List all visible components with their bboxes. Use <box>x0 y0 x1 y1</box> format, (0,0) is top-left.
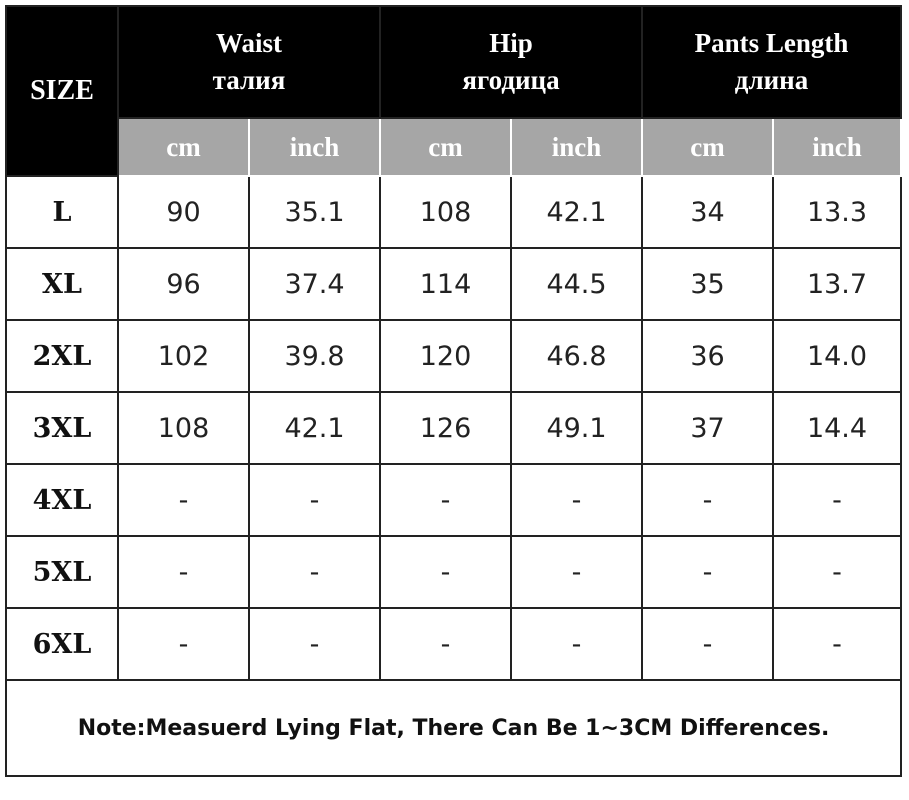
table-cell: 49.1 <box>509 391 644 465</box>
unit-header: cm <box>117 117 250 177</box>
waist-label-en: Waist <box>215 28 282 58</box>
size-label: 6XL <box>5 607 119 681</box>
table-cell: 96 <box>117 247 250 321</box>
table-cell: - <box>641 607 775 681</box>
table-cell: 13.7 <box>772 247 903 321</box>
table-row: 2XL 102 39.8 120 46.8 36 14.0 <box>5 319 903 393</box>
table-cell: 120 <box>379 319 512 393</box>
table-cell: - <box>117 535 250 609</box>
unit-header: inch <box>509 117 644 177</box>
table-cell: - <box>641 535 775 609</box>
hip-group-header: Hip ягодица <box>378 5 644 119</box>
header-row: SIZE Waist талия Hip ягодица Pants Lengt… <box>5 5 903 177</box>
table-cell: - <box>248 607 381 681</box>
waist-group-header: Waist талия <box>117 5 381 119</box>
waist-label-ru: талия <box>212 65 286 95</box>
table-cell: 108 <box>379 175 512 249</box>
unit-header: cm <box>379 117 512 177</box>
size-label: XL <box>5 247 119 321</box>
table-cell: - <box>379 535 512 609</box>
table-cell: 90 <box>117 175 250 249</box>
table-cell: - <box>772 607 903 681</box>
size-label: 2XL <box>5 319 119 393</box>
table-cell: 14.4 <box>772 391 903 465</box>
hip-label-en: Hip <box>489 28 533 58</box>
table-cell: - <box>379 463 512 537</box>
table-cell: 126 <box>379 391 512 465</box>
size-column-header: SIZE <box>5 5 119 177</box>
size-label: 5XL <box>5 535 119 609</box>
table-cell: 35 <box>641 247 775 321</box>
table-cell: 42.1 <box>248 391 381 465</box>
table-cell: 37 <box>641 391 775 465</box>
table-row: XL 96 37.4 114 44.5 35 13.7 <box>5 247 903 321</box>
table-cell: - <box>379 607 512 681</box>
table-cell: - <box>248 463 381 537</box>
table-cell: 108 <box>117 391 250 465</box>
size-label: L <box>5 175 119 249</box>
table-cell: 36 <box>641 319 775 393</box>
table-cell: - <box>117 607 250 681</box>
measurement-note: Note:Measuerd Lying Flat, There Can Be 1… <box>4 679 903 777</box>
table-cell: - <box>248 535 381 609</box>
table-row: 4XL - - - - - - <box>5 463 903 537</box>
unit-header: inch <box>248 117 381 177</box>
pants-length-label-en: Pants Length <box>694 28 849 58</box>
unit-header: inch <box>772 117 903 177</box>
table-row: 6XL - - - - - - <box>5 607 903 681</box>
table-row: 5XL - - - - - - <box>5 535 903 609</box>
table-cell: - <box>509 463 644 537</box>
table-cell: 35.1 <box>248 175 381 249</box>
table-cell: 13.3 <box>772 175 903 249</box>
pants-length-group-header: Pants Length длина <box>641 5 903 119</box>
table-cell: - <box>772 535 903 609</box>
table-cell: 37.4 <box>248 247 381 321</box>
table-cell: - <box>117 463 250 537</box>
table-row: L 90 35.1 108 42.1 34 13.3 <box>5 175 903 249</box>
table-cell: - <box>641 463 775 537</box>
table-cell: 46.8 <box>509 319 644 393</box>
size-table: SIZE Waist талия Hip ягодица Pants Lengt… <box>4 5 903 777</box>
table-cell: 14.0 <box>772 319 903 393</box>
table-cell: 44.5 <box>509 247 644 321</box>
table-cell: 34 <box>641 175 775 249</box>
table-cell: 114 <box>379 247 512 321</box>
table-cell: - <box>509 535 644 609</box>
table-cell: - <box>772 463 903 537</box>
unit-header: cm <box>641 117 775 177</box>
pants-length-label-ru: длина <box>734 65 809 95</box>
hip-label-ru: ягодица <box>462 65 560 95</box>
unit-row: cm inch cm inch cm inch <box>6 117 903 177</box>
size-label: 4XL <box>5 463 119 537</box>
note-row: Note:Measuerd Lying Flat, There Can Be 1… <box>4 679 903 777</box>
table-cell: 102 <box>117 319 250 393</box>
table-cell: - <box>509 607 644 681</box>
size-label: 3XL <box>5 391 119 465</box>
table-row: 3XL 108 42.1 126 49.1 37 14.4 <box>5 391 903 465</box>
table-cell: 39.8 <box>248 319 381 393</box>
table-cell: 42.1 <box>509 175 644 249</box>
